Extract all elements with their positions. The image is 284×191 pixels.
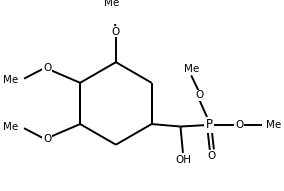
Text: Me: Me bbox=[104, 0, 119, 8]
Text: OH: OH bbox=[175, 155, 191, 164]
Text: O: O bbox=[43, 134, 51, 144]
Text: Me: Me bbox=[3, 75, 18, 85]
Text: Me: Me bbox=[183, 64, 199, 74]
Text: O: O bbox=[112, 27, 120, 37]
Text: O: O bbox=[208, 151, 216, 161]
Text: O: O bbox=[235, 120, 243, 130]
Text: O: O bbox=[195, 90, 204, 100]
Text: P: P bbox=[206, 118, 213, 131]
Text: O: O bbox=[43, 63, 51, 73]
Text: Me: Me bbox=[3, 122, 18, 132]
Text: Me: Me bbox=[266, 120, 281, 130]
